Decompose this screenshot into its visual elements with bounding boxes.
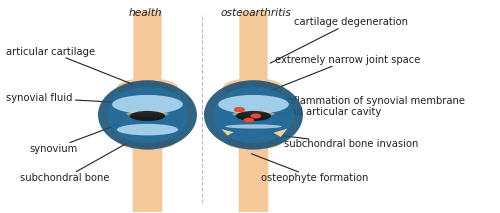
FancyBboxPatch shape — [132, 141, 162, 213]
Text: health: health — [128, 8, 162, 18]
Ellipse shape — [117, 124, 178, 135]
Text: articular cartilage: articular cartilage — [6, 47, 133, 85]
Ellipse shape — [223, 78, 284, 97]
Polygon shape — [274, 129, 287, 137]
Text: synovial fluid: synovial fluid — [6, 93, 114, 103]
FancyBboxPatch shape — [238, 141, 268, 213]
Ellipse shape — [112, 95, 183, 114]
Ellipse shape — [98, 80, 197, 150]
Circle shape — [250, 114, 261, 118]
Text: synovium: synovium — [30, 124, 119, 154]
Ellipse shape — [225, 135, 282, 150]
Text: subchondral bone: subchondral bone — [20, 144, 126, 183]
Text: subchondral bone invasion: subchondral bone invasion — [270, 134, 418, 149]
Ellipse shape — [214, 86, 294, 143]
Circle shape — [234, 107, 244, 112]
FancyBboxPatch shape — [134, 11, 162, 88]
Text: cartilage degeneration: cartilage degeneration — [270, 17, 407, 63]
FancyBboxPatch shape — [240, 11, 268, 88]
Ellipse shape — [126, 111, 168, 117]
Circle shape — [244, 118, 254, 122]
Ellipse shape — [119, 135, 176, 150]
Ellipse shape — [232, 111, 274, 117]
Ellipse shape — [204, 80, 303, 150]
Text: osteophyte formation: osteophyte formation — [252, 154, 368, 183]
Ellipse shape — [117, 78, 178, 97]
Ellipse shape — [236, 111, 271, 121]
Ellipse shape — [108, 86, 188, 143]
Text: extremely narrow joint space: extremely narrow joint space — [270, 55, 420, 91]
Ellipse shape — [225, 124, 282, 129]
Text: inflammation of synovial membrane
and articular cavity: inflammation of synovial membrane and ar… — [270, 96, 465, 117]
Polygon shape — [222, 129, 234, 135]
Ellipse shape — [218, 95, 289, 114]
Ellipse shape — [130, 111, 165, 121]
Text: osteoarthritis: osteoarthritis — [220, 8, 292, 18]
